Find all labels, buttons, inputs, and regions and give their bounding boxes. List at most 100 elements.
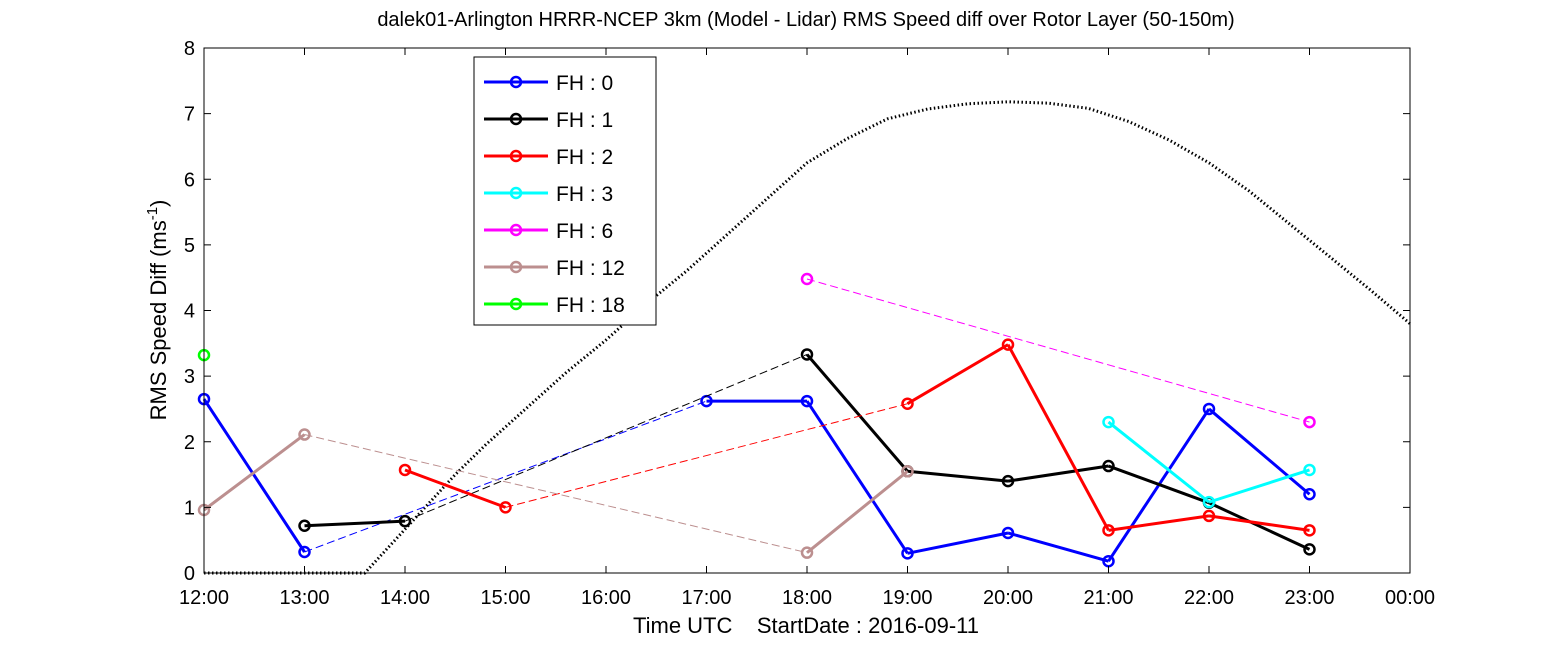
y-tick-label: 6 bbox=[184, 169, 195, 191]
series-segment bbox=[203, 433, 306, 512]
y-tick-label: 2 bbox=[184, 432, 195, 454]
y-tick-label: 4 bbox=[184, 301, 195, 323]
data-point bbox=[298, 428, 311, 441]
data-point bbox=[800, 348, 814, 361]
series-segment bbox=[1007, 531, 1109, 563]
data-point bbox=[1303, 415, 1316, 429]
legend-marker bbox=[509, 112, 523, 126]
x-axis: 12:00 13:00 14:00 15:00 16:00 17:00 18:00 19:00… bbox=[179, 48, 1435, 609]
x-tick-label: 18:00 bbox=[782, 587, 832, 609]
data-point bbox=[1303, 524, 1316, 537]
legend-marker bbox=[509, 75, 523, 89]
series-segment bbox=[1208, 468, 1310, 504]
series-5 bbox=[800, 272, 1316, 429]
data-point bbox=[1102, 459, 1115, 473]
legend-label: FH : 1 bbox=[556, 109, 613, 132]
y-tick-label: 3 bbox=[184, 366, 195, 388]
y-axis-label-superscript: -1 bbox=[144, 207, 161, 220]
legend-label: FH : 18 bbox=[556, 294, 625, 317]
y-tick-label: 1 bbox=[184, 497, 195, 519]
series-segment bbox=[1208, 514, 1310, 532]
x-tick-label: 17:00 bbox=[681, 587, 731, 609]
data-point bbox=[1001, 526, 1015, 540]
data-point bbox=[800, 394, 814, 408]
data-point bbox=[1202, 509, 1216, 523]
data-point bbox=[1102, 415, 1115, 429]
series-gap-segment bbox=[404, 354, 808, 522]
legend-marker bbox=[509, 186, 523, 200]
data-point bbox=[1001, 338, 1015, 351]
data-point bbox=[800, 546, 814, 559]
series-segment bbox=[805, 400, 909, 555]
x-tick-label: 21:00 bbox=[1083, 587, 1133, 609]
data-point bbox=[1303, 543, 1316, 556]
legend-box bbox=[473, 56, 657, 326]
legend-label: FH : 0 bbox=[556, 72, 613, 95]
x-tick-label: 20:00 bbox=[983, 587, 1033, 609]
series-6 bbox=[197, 428, 914, 559]
data-point bbox=[1202, 495, 1216, 509]
series-segment bbox=[202, 398, 306, 553]
series-segment bbox=[805, 353, 909, 473]
data-point bbox=[1303, 463, 1316, 477]
x-axis-label: Time UTC StartDate : 2016-09-11 bbox=[633, 613, 979, 638]
data-point bbox=[901, 465, 914, 478]
x-tick-label: 16:00 bbox=[581, 587, 631, 609]
series-4 bbox=[1102, 415, 1316, 509]
series-3 bbox=[398, 338, 1316, 537]
data-point bbox=[1303, 488, 1316, 501]
data-point bbox=[800, 272, 814, 286]
legend-marker bbox=[509, 149, 523, 163]
data-point bbox=[398, 514, 412, 528]
series-gap-segment bbox=[806, 278, 1310, 423]
y-tick-label: 7 bbox=[184, 104, 195, 126]
chart-title: dalek01-Arlington HRRR-NCEP 3km (Model -… bbox=[377, 9, 1234, 31]
y-axis-label-close: ) bbox=[146, 200, 171, 207]
legend-label: FH : 12 bbox=[556, 257, 625, 280]
legend-label: FH : 6 bbox=[556, 220, 613, 243]
series-gap-segment bbox=[304, 434, 808, 554]
legend-marker bbox=[509, 297, 523, 311]
series-segment bbox=[907, 469, 1009, 483]
y-axis: 0 1 2 3 4 5 6 7 8 bbox=[184, 38, 1410, 585]
data-point bbox=[1202, 402, 1216, 416]
series-segment bbox=[1107, 464, 1210, 505]
y-tick-label: 0 bbox=[184, 563, 195, 585]
series-segment bbox=[806, 470, 909, 554]
series-segment bbox=[1107, 420, 1210, 504]
reference-dotted-curve bbox=[204, 100, 1411, 575]
x-tick-label: 22:00 bbox=[1184, 587, 1234, 609]
x-tick-label: 13:00 bbox=[279, 587, 329, 609]
series-gap-segment bbox=[505, 403, 908, 508]
x-tick-label: 00:00 bbox=[1385, 587, 1435, 609]
series-segment bbox=[1208, 407, 1311, 496]
legend-label: FH : 3 bbox=[556, 183, 613, 206]
series-segment bbox=[1007, 464, 1109, 483]
data-point bbox=[1001, 474, 1015, 488]
series-segment bbox=[304, 519, 406, 528]
plot-area bbox=[197, 100, 1411, 575]
series-segment bbox=[907, 531, 1009, 555]
data-point bbox=[901, 547, 914, 560]
legend-marker bbox=[509, 260, 523, 274]
y-tick-label: 5 bbox=[184, 235, 195, 257]
data-point bbox=[1102, 524, 1115, 537]
series-segment bbox=[1208, 501, 1311, 551]
x-tick-label: 14:00 bbox=[380, 587, 430, 609]
data-point bbox=[398, 463, 412, 477]
y-axis-label: RMS Speed Diff (ms-1) bbox=[144, 200, 171, 421]
series-segment bbox=[1108, 514, 1210, 532]
series-segment bbox=[906, 343, 1009, 405]
series-segment bbox=[404, 468, 507, 509]
x-tick-label: 19:00 bbox=[882, 587, 932, 609]
y-axis-label-main: RMS Speed Diff (ms bbox=[146, 220, 171, 420]
data-point bbox=[298, 545, 311, 559]
y-tick-label: 8 bbox=[184, 38, 195, 60]
legend: FH : 0 FH : 1 FH : 2 FH : 3 FH : 6 FH : 12 FH … bbox=[473, 56, 657, 326]
x-tick-label: 12:00 bbox=[179, 587, 229, 609]
legend-marker bbox=[509, 223, 523, 237]
data-point bbox=[901, 397, 914, 410]
data-point bbox=[298, 519, 311, 532]
x-tick-label: 15:00 bbox=[480, 587, 530, 609]
series-segment bbox=[1006, 343, 1110, 532]
